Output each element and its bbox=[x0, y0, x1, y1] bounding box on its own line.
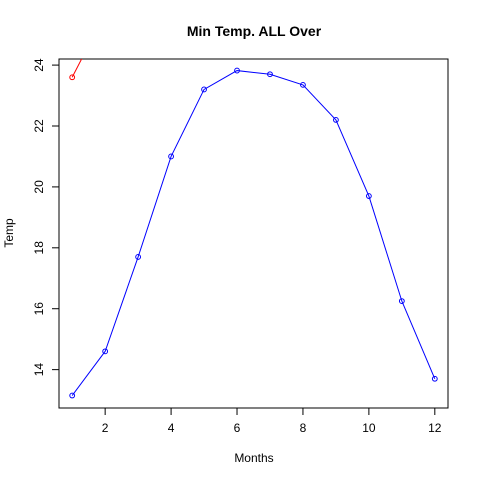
x-tick-label: 4 bbox=[168, 421, 175, 435]
series-1-point bbox=[135, 254, 142, 260]
series-1-point bbox=[431, 375, 438, 382]
series-2-point bbox=[103, 11, 108, 16]
series-1-point bbox=[102, 348, 109, 355]
series-1-point bbox=[201, 86, 207, 93]
series-1-point bbox=[300, 81, 306, 88]
y-tick-label: 24 bbox=[32, 58, 46, 72]
x-tick-label: 10 bbox=[362, 421, 376, 435]
series-1-point bbox=[333, 117, 339, 123]
plot-frame bbox=[58, 58, 449, 409]
x-tick-label: 12 bbox=[428, 421, 442, 435]
series-1-point bbox=[365, 193, 372, 199]
series-1-point bbox=[234, 67, 240, 74]
x-axis-label: Months bbox=[234, 451, 273, 465]
y-tick-label: 14 bbox=[32, 363, 46, 377]
x-axis: 2 4 6 8 10 12 bbox=[102, 407, 442, 435]
chart-title: Min Temp. ALL Over bbox=[187, 23, 322, 39]
series-1-point bbox=[168, 153, 174, 160]
series-1-point bbox=[398, 298, 405, 305]
series-1-point bbox=[267, 71, 273, 78]
series-1-line bbox=[71, 70, 436, 396]
y-axis-label: Temp bbox=[2, 218, 16, 248]
series-layer bbox=[69, 11, 438, 399]
x-tick-label: 2 bbox=[102, 421, 109, 435]
y-tick-label: 22 bbox=[32, 119, 46, 133]
series-1-point bbox=[69, 392, 76, 399]
y-tick-label: 16 bbox=[32, 302, 46, 316]
series-2-line bbox=[71, 59, 83, 78]
x-tick-label: 8 bbox=[300, 421, 307, 435]
y-axis: 14 16 18 20 22 24 bbox=[32, 58, 60, 377]
y-tick-label: 20 bbox=[32, 180, 46, 194]
series-2-point bbox=[69, 74, 76, 81]
y-tick-label: 18 bbox=[32, 241, 46, 255]
x-tick-label: 6 bbox=[234, 421, 241, 435]
